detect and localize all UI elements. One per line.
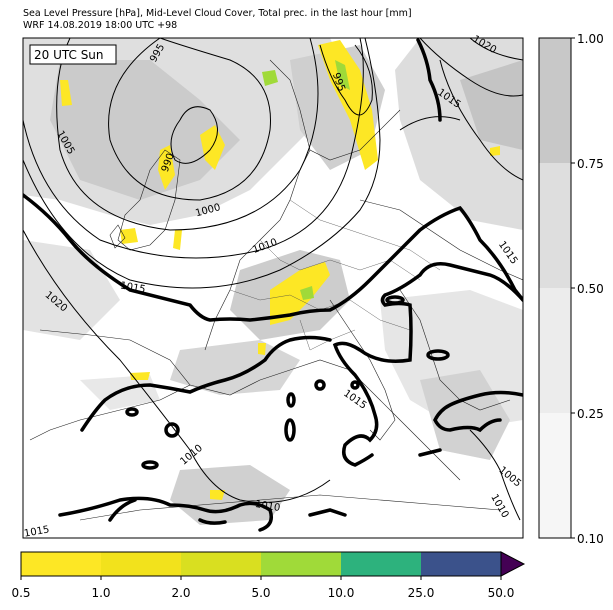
cloud-bin (539, 38, 571, 163)
precip-extend-arrow (500, 551, 526, 577)
isobar-label: 1015 (23, 524, 50, 539)
precip-bin (181, 552, 261, 576)
precip-tick-label: 1.0 (91, 586, 110, 600)
isobar-1015-thick (23, 38, 523, 532)
time-label-box (29, 44, 117, 65)
precip-bin (341, 552, 421, 576)
cloud-tick-label: 1.00 (577, 32, 604, 46)
precip-bin (21, 552, 101, 576)
cloud-cover-colorbar: 1.00 0.75 0.50 0.25 0.10 (538, 32, 604, 546)
cloud-bin (539, 163, 571, 288)
cloud-bin (539, 288, 571, 413)
time-label: 20 UTC Sun (34, 48, 104, 62)
chart-title: Sea Level Pressure [hPa], Mid-Level Clou… (23, 8, 412, 19)
isobars (23, 38, 523, 521)
precip-colorbar: 0.5 1.0 2.0 5.0 10.0 25.0 50.0 (11, 551, 526, 600)
precip-tick-label: 2.0 (171, 586, 190, 600)
cloud-tick-label: 0.10 (577, 532, 604, 546)
cloud-tick-label: 0.25 (577, 407, 604, 421)
chart-subtitle: WRF 14.08.2019 18:00 UTC +98 (23, 20, 178, 31)
cloud-tick-label: 0.50 (577, 282, 604, 296)
cloud-tick-label: 0.75 (577, 157, 604, 171)
precip-bin (101, 552, 181, 576)
precip-tick-label: 5.0 (251, 586, 270, 600)
precip-tick-label: 10.0 (328, 586, 355, 600)
cloud-bin (539, 413, 571, 538)
precip-tick-label: 25.0 (408, 586, 435, 600)
map-frame (22, 37, 524, 539)
precip-tick-label: 50.0 (488, 586, 515, 600)
precip-tick-label: 0.5 (11, 586, 30, 600)
isobar-label: 1010 (254, 499, 281, 514)
precip-bin (421, 552, 501, 576)
isobar-label: 1015 (119, 280, 146, 295)
precip-bin (261, 552, 341, 576)
